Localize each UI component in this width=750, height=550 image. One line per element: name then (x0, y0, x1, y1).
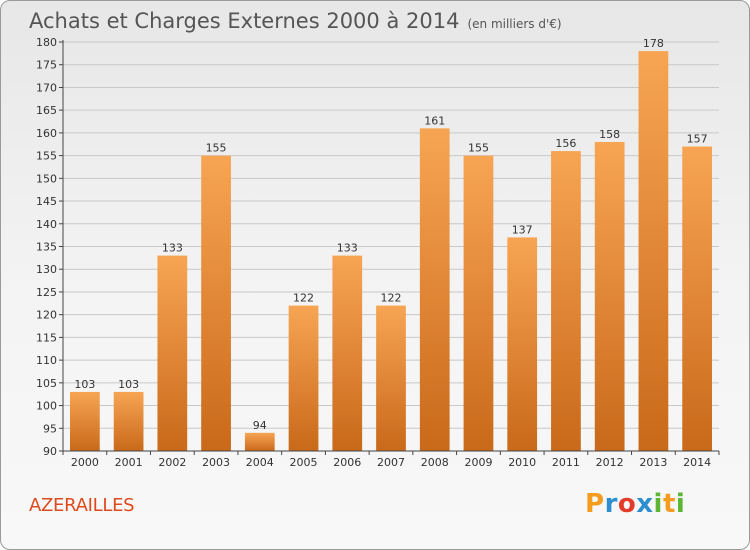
x-tick-label: 2002 (158, 456, 186, 469)
bar (507, 237, 538, 451)
bar (332, 255, 363, 451)
data-label: 103 (118, 378, 139, 391)
title-text: Achats et Charges Externes 2000 à 2014 (29, 9, 460, 33)
data-label: 122 (293, 292, 314, 305)
x-tick-label: 2007 (377, 456, 405, 469)
x-tick-label: 2004 (246, 456, 274, 469)
logo-letter: P (585, 489, 605, 519)
bar (113, 391, 144, 451)
data-label: 122 (381, 292, 402, 305)
x-tick-label: 2001 (115, 456, 143, 469)
bar (463, 155, 494, 451)
data-label: 137 (512, 223, 533, 236)
axes: 90 95 100 105 110 115 120 125 130 135 140 145 150 155… (36, 36, 720, 469)
logo-letter: x (636, 489, 654, 519)
y-tick-label: 130 (36, 263, 57, 276)
y-tick-label: 125 (36, 286, 57, 299)
y-tick-label: 105 (36, 377, 57, 390)
x-tick-label: 2010 (508, 456, 536, 469)
bar (244, 432, 275, 451)
bar (288, 305, 319, 451)
y-tick-label: 155 (36, 150, 57, 163)
bar (376, 305, 406, 451)
y-tick-label: 120 (36, 309, 57, 322)
y-tick-label: 115 (36, 331, 57, 344)
bar (157, 255, 188, 451)
x-tick-label: 2012 (596, 456, 624, 469)
bar (638, 51, 669, 451)
data-label: 158 (599, 128, 620, 141)
data-label: 155 (468, 142, 489, 155)
data-label: 157 (687, 133, 708, 146)
data-label: 155 (206, 142, 227, 155)
y-tick-label: 150 (36, 172, 57, 185)
x-tick-label: 2013 (639, 456, 667, 469)
y-tick-label: 100 (36, 400, 57, 413)
data-label: 94 (253, 419, 267, 432)
y-tick-label: 140 (36, 218, 57, 231)
chart-subtitle: (en milliers d'€) (467, 17, 562, 31)
proxiti-logo: Proxiti (585, 489, 685, 519)
y-tick-label: 170 (36, 81, 57, 94)
logo-letter: i (675, 489, 686, 519)
y-tick-label: 160 (36, 127, 57, 140)
y-tick-label: 135 (36, 241, 57, 254)
bar (69, 391, 100, 451)
x-tick-label: 2000 (71, 456, 99, 469)
bar (594, 141, 625, 451)
bar (682, 146, 713, 451)
logo-letter: r (604, 489, 618, 519)
data-label: 103 (74, 378, 95, 391)
logo-letter: t (662, 489, 676, 519)
data-label: 178 (643, 37, 664, 50)
bars (69, 51, 713, 452)
x-tick-label: 2008 (421, 456, 449, 469)
y-tick-label: 90 (43, 445, 57, 458)
x-tick-label: 2014 (683, 456, 711, 469)
y-tick-label: 110 (36, 354, 57, 367)
x-tick-label: 2003 (202, 456, 230, 469)
bar (201, 155, 231, 451)
x-tick-label: 2009 (464, 456, 492, 469)
logo-letter: i (653, 489, 663, 519)
x-tick-label: 2006 (333, 456, 361, 469)
data-label: 156 (555, 137, 576, 150)
data-label: 133 (162, 242, 183, 255)
data-label: 161 (424, 114, 445, 127)
bar (419, 128, 450, 451)
x-tick-label: 2005 (290, 456, 318, 469)
commune-name: AZERAILLES (29, 495, 135, 516)
data-label: 133 (337, 242, 358, 255)
y-tick-label: 165 (36, 104, 57, 117)
x-tick-label: 2011 (552, 456, 580, 469)
y-tick-label: 145 (36, 195, 57, 208)
chart-title: Achats et Charges Externes 2000 à 2014 (e… (29, 9, 562, 33)
data-labels: 103 103 133 155 94 122 133 122 161 155 137 156 158 17… (74, 37, 707, 432)
bar (551, 151, 581, 452)
logo-letter: o (617, 489, 637, 519)
y-tick-label: 175 (36, 59, 57, 72)
y-tick-label: 95 (43, 422, 57, 435)
y-tick-label: 180 (36, 36, 57, 49)
